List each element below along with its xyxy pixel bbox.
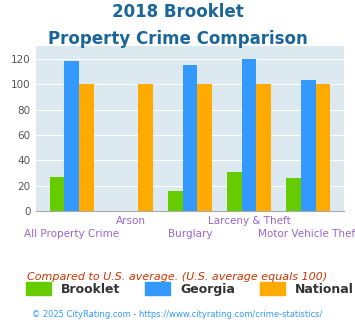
Bar — [79, 84, 94, 211]
Bar — [316, 84, 330, 211]
Text: Burglary: Burglary — [168, 229, 212, 239]
Bar — [301, 81, 316, 211]
Text: All Property Crime: All Property Crime — [24, 229, 119, 239]
Text: © 2025 CityRating.com - https://www.cityrating.com/crime-statistics/: © 2025 CityRating.com - https://www.city… — [32, 310, 323, 319]
Bar — [286, 178, 301, 211]
Bar — [197, 84, 212, 211]
Legend: Brooklet, Georgia, National: Brooklet, Georgia, National — [21, 277, 355, 301]
Text: 2018 Brooklet: 2018 Brooklet — [111, 3, 244, 21]
Text: Arson: Arson — [116, 216, 146, 226]
Bar — [256, 84, 271, 211]
Text: Motor Vehicle Theft: Motor Vehicle Theft — [258, 229, 355, 239]
Bar — [182, 65, 197, 211]
Text: Compared to U.S. average. (U.S. average equals 100): Compared to U.S. average. (U.S. average … — [27, 272, 328, 282]
Bar — [64, 61, 79, 211]
Text: Property Crime Comparison: Property Crime Comparison — [48, 30, 307, 48]
Bar — [242, 59, 256, 211]
Bar — [227, 172, 242, 211]
Bar — [50, 177, 64, 211]
Bar — [168, 191, 182, 211]
Text: Larceny & Theft: Larceny & Theft — [208, 216, 290, 226]
Bar — [138, 84, 153, 211]
